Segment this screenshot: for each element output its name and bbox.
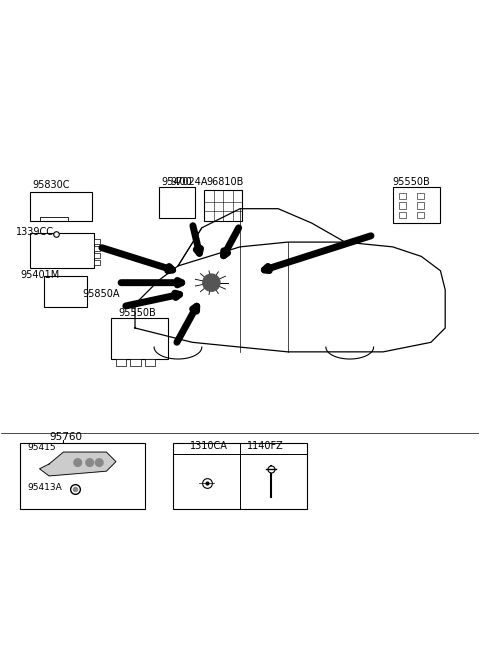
Text: 95401M: 95401M xyxy=(21,270,60,279)
Bar xyxy=(204,190,242,220)
Text: 95413A: 95413A xyxy=(28,483,62,492)
Text: 95415: 95415 xyxy=(28,443,56,452)
Bar xyxy=(95,253,100,258)
Bar xyxy=(44,276,87,306)
Bar xyxy=(95,260,100,265)
Text: 1140FZ: 1140FZ xyxy=(247,441,284,451)
Bar xyxy=(95,246,100,251)
Circle shape xyxy=(96,459,103,466)
Bar xyxy=(159,187,195,218)
Bar xyxy=(393,187,441,223)
Bar xyxy=(116,359,126,366)
Bar xyxy=(144,359,155,366)
Circle shape xyxy=(74,459,82,466)
Text: 95850A: 95850A xyxy=(83,289,120,299)
Bar xyxy=(417,193,424,199)
Text: 1310CA: 1310CA xyxy=(190,441,228,451)
Bar xyxy=(399,193,406,199)
Bar xyxy=(399,203,406,209)
Bar xyxy=(130,359,141,366)
Bar xyxy=(30,233,95,268)
Text: 95400: 95400 xyxy=(161,177,192,188)
Text: 1339CC: 1339CC xyxy=(16,227,54,237)
Text: 95550B: 95550B xyxy=(119,308,156,318)
Circle shape xyxy=(203,274,220,291)
Text: 95550B: 95550B xyxy=(393,177,431,187)
Bar xyxy=(417,212,424,218)
Bar xyxy=(417,203,424,209)
Text: 95760: 95760 xyxy=(49,432,82,442)
Circle shape xyxy=(86,459,94,466)
Bar xyxy=(95,239,100,243)
Bar xyxy=(21,443,144,509)
Bar xyxy=(173,443,307,509)
Text: 95830C: 95830C xyxy=(33,180,70,190)
Bar xyxy=(30,192,92,220)
Bar xyxy=(111,318,168,359)
Polygon shape xyxy=(39,452,116,476)
Bar xyxy=(399,212,406,218)
Text: 96810B: 96810B xyxy=(206,177,244,188)
Text: 97024A: 97024A xyxy=(171,177,208,187)
